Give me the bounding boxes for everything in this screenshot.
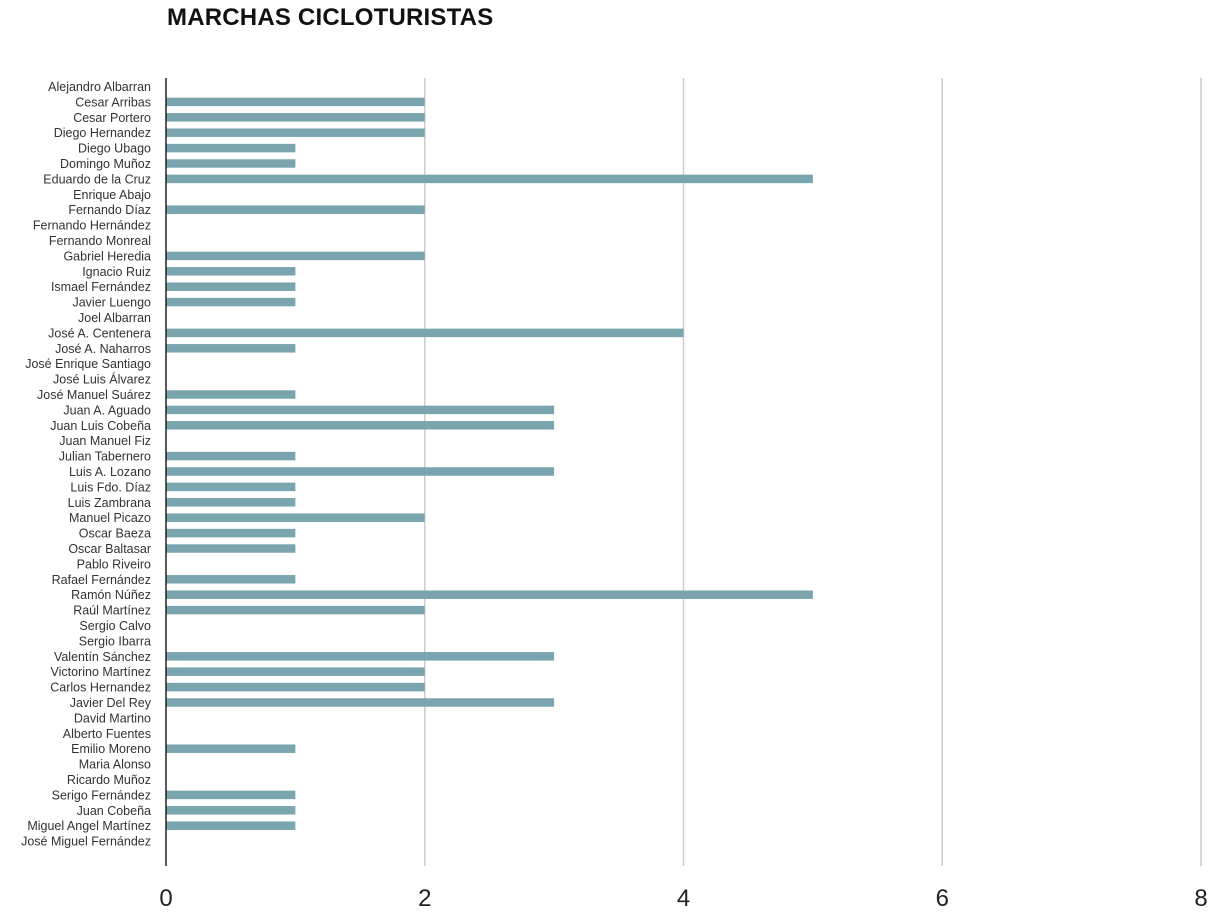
category-label: Gabriel Heredia bbox=[63, 249, 151, 263]
bar bbox=[166, 821, 296, 830]
category-label: Juan Manuel Fiz bbox=[59, 434, 151, 448]
bar bbox=[166, 205, 425, 214]
category-label: Javier Del Rey bbox=[70, 696, 152, 710]
category-label: Ramón Núñez bbox=[71, 588, 151, 602]
bar bbox=[166, 667, 425, 676]
category-label: Sergio Ibarra bbox=[79, 634, 151, 648]
category-label: Luis Zambrana bbox=[68, 496, 151, 510]
x-tick-label: 4 bbox=[677, 885, 690, 912]
bar bbox=[166, 344, 296, 353]
bar bbox=[166, 451, 296, 461]
category-label: José A. Centenera bbox=[48, 326, 151, 340]
category-label: Juan Luis Cobeña bbox=[50, 419, 151, 433]
bar bbox=[166, 652, 555, 661]
category-label: Oscar Baltasar bbox=[68, 542, 151, 556]
category-label: Fernando Hernández bbox=[33, 219, 151, 233]
category-label: Sergio Calvo bbox=[79, 619, 151, 633]
category-label: Cesar Portero bbox=[73, 111, 151, 125]
category-label: Julian Tabernero bbox=[59, 450, 151, 464]
bar bbox=[166, 544, 296, 553]
bar bbox=[166, 328, 684, 338]
category-label: David Martino bbox=[74, 711, 151, 725]
category-label: José Manuel Suárez bbox=[37, 388, 151, 402]
category-label: Alberto Fuentes bbox=[63, 727, 151, 741]
category-label: Fernando Monreal bbox=[49, 234, 151, 248]
category-label: Manuel Picazo bbox=[69, 511, 151, 525]
category-label: Oscar Baeza bbox=[79, 527, 151, 541]
bar bbox=[166, 528, 296, 538]
category-label: José A. Naharros bbox=[55, 342, 151, 356]
bar bbox=[166, 790, 296, 800]
category-label: Luis A. Lozano bbox=[69, 465, 151, 479]
bar bbox=[166, 682, 425, 692]
bar bbox=[166, 421, 555, 430]
category-label: Enrique Abajo bbox=[73, 188, 151, 202]
bar bbox=[166, 482, 296, 492]
x-tick-label: 0 bbox=[159, 885, 172, 912]
category-label: Maria Alonso bbox=[79, 758, 151, 772]
bar bbox=[166, 806, 296, 815]
bar bbox=[166, 605, 425, 615]
bar bbox=[166, 575, 296, 584]
category-label: Ignacio Ruiz bbox=[82, 265, 151, 279]
category-label: Joel Albarran bbox=[78, 311, 151, 325]
x-tick-label: 8 bbox=[1194, 885, 1207, 912]
category-label: Serigo Fernández bbox=[52, 788, 151, 802]
category-label: Alejandro Albarran bbox=[48, 80, 151, 94]
x-tick-label: 2 bbox=[418, 885, 431, 912]
bar bbox=[166, 498, 296, 507]
bar bbox=[166, 744, 296, 753]
bar bbox=[166, 282, 296, 291]
category-label: José Miguel Fernández bbox=[21, 835, 151, 849]
bar bbox=[166, 698, 555, 707]
bar bbox=[166, 405, 555, 415]
category-label: Carlos Hernandez bbox=[50, 681, 151, 695]
category-label: Rafael Fernández bbox=[52, 573, 151, 587]
category-label: Pablo Riveiro bbox=[77, 557, 151, 571]
bar bbox=[166, 590, 813, 599]
category-label: Fernando Díaz bbox=[68, 203, 151, 217]
chart-title: MARCHAS CICLOTURISTAS bbox=[167, 4, 494, 31]
bar bbox=[166, 267, 296, 276]
bar bbox=[166, 297, 296, 307]
category-label: Luis Fdo. Díaz bbox=[70, 480, 151, 494]
category-label: Valentín Sánchez bbox=[54, 650, 151, 664]
category-label: José Enrique Santiago bbox=[25, 357, 151, 371]
x-tick-label: 6 bbox=[936, 885, 949, 912]
bar bbox=[166, 97, 425, 107]
category-label: Ricardo Muñoz bbox=[67, 773, 151, 787]
bar bbox=[166, 143, 296, 153]
category-label: Emilio Moreno bbox=[71, 742, 151, 756]
category-label: Eduardo de la Cruz bbox=[43, 172, 151, 186]
bars bbox=[166, 97, 813, 830]
category-label: Miguel Angel Martínez bbox=[27, 819, 151, 833]
bar bbox=[166, 128, 425, 137]
bar bbox=[166, 251, 425, 261]
category-label: Ismael Fernández bbox=[51, 280, 151, 294]
category-label: Raúl Martínez bbox=[73, 604, 151, 618]
category-label: José Luis Álvarez bbox=[53, 372, 151, 387]
category-label: Diego Hernandez bbox=[54, 126, 151, 140]
bar bbox=[166, 390, 296, 399]
category-label: Diego Ubago bbox=[78, 142, 151, 156]
category-label: Cesar Arribas bbox=[75, 95, 151, 109]
bar bbox=[166, 174, 813, 184]
category-label: Juan Cobeña bbox=[77, 804, 151, 818]
bar bbox=[166, 113, 425, 122]
bar bbox=[166, 467, 555, 476]
category-label: Javier Luengo bbox=[72, 296, 151, 310]
x-axis-ticks: 0 2 4 6 8 bbox=[159, 885, 1207, 912]
bar bbox=[166, 513, 425, 522]
category-label: Juan A. Aguado bbox=[63, 403, 151, 417]
bar bbox=[166, 159, 296, 168]
category-label: Domingo Muñoz bbox=[60, 157, 151, 171]
category-label: Victorino Martínez bbox=[50, 665, 151, 679]
